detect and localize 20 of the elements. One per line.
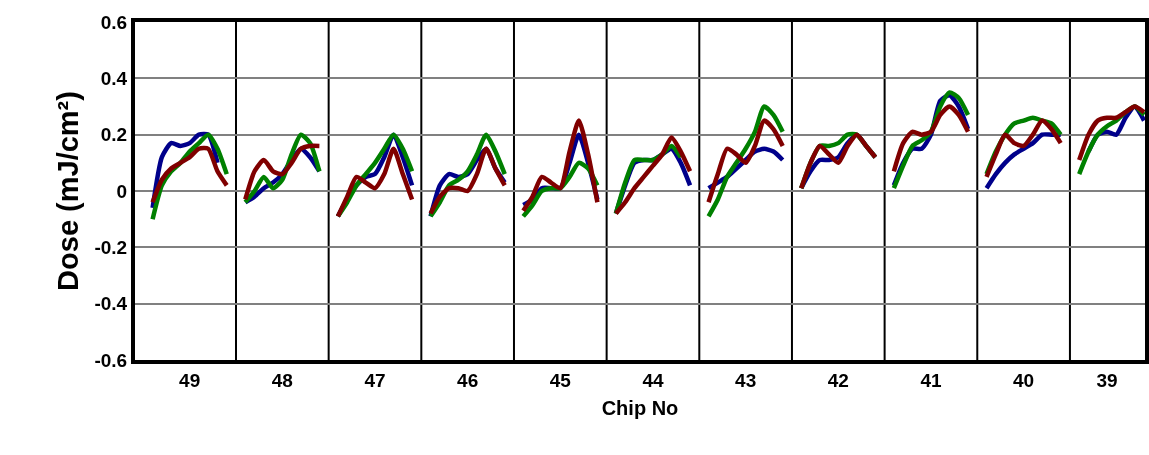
y-tick-label: 0.2 [100, 124, 128, 146]
x-tick-label: 42 [827, 369, 849, 391]
x-tick-label: 49 [179, 369, 201, 391]
y-tick-label: -0.6 [94, 349, 128, 371]
y-tick-label: -0.2 [94, 236, 128, 258]
x-tick-label: 46 [457, 369, 479, 391]
y-tick-label: 0.4 [100, 67, 128, 89]
x-tick-label: 41 [920, 369, 942, 391]
x-tick-label: 40 [1013, 369, 1035, 391]
x-axis-title: Chip No [601, 396, 679, 419]
y-tick-label: -0.4 [94, 293, 128, 315]
x-tick-label: 43 [735, 369, 757, 391]
y-axis-title: Dose (mJ/cm²) [52, 91, 85, 291]
x-tick-label: 39 [1096, 369, 1118, 391]
x-tick-label: 47 [364, 369, 386, 391]
x-tick-label: 44 [642, 369, 664, 391]
y-tick-label: 0 [116, 180, 128, 202]
x-tick-label: 45 [549, 369, 572, 391]
x-tick-label: 48 [271, 369, 293, 391]
y-tick-label: 0.6 [100, 11, 128, 33]
